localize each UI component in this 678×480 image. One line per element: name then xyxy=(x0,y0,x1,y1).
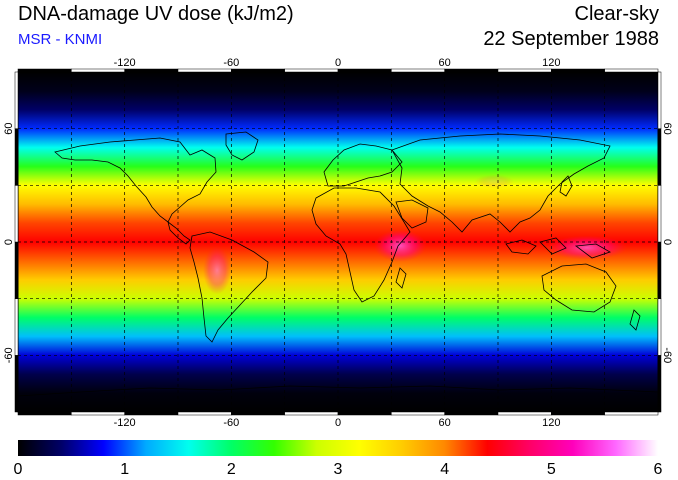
coastline-europe xyxy=(323,143,403,187)
frame-segment xyxy=(444,68,499,73)
colorbar-tick-label: 3 xyxy=(334,461,343,478)
frame-segment xyxy=(124,68,179,73)
frame-segment xyxy=(14,128,19,186)
hotspot-maritime-continent xyxy=(546,235,627,260)
lat-tick-label-left: -60 xyxy=(3,347,15,363)
colorbar-labels: 0 1 2 3 4 5 6 xyxy=(14,461,663,478)
lat-tick-label-right: 60 xyxy=(661,123,673,135)
lon-tick-label-top: -120 xyxy=(114,57,136,69)
colorbar-tick-label: 1 xyxy=(120,461,129,478)
frame-segment xyxy=(231,68,285,73)
date-label: 22 September 1988 xyxy=(483,28,659,50)
frame-segment xyxy=(14,241,19,299)
frame-segment xyxy=(391,411,445,416)
lat-tick-label-right: -60 xyxy=(661,347,673,363)
frame-segment xyxy=(337,411,392,416)
lon-tick-label-top: 120 xyxy=(542,57,560,69)
frame-segment xyxy=(71,68,125,73)
frame-segment xyxy=(657,185,662,243)
lon-tick-label-top: 60 xyxy=(439,57,451,69)
colorbar-tick-label: 2 xyxy=(227,461,236,478)
hotspot-tibetan-plateau xyxy=(474,174,515,189)
frame-segment xyxy=(337,68,392,73)
frame-segment xyxy=(71,411,125,416)
source-label: MSR - KNMI xyxy=(18,31,103,48)
frame-segment xyxy=(657,128,662,186)
frame-segment xyxy=(391,68,445,73)
coastline-antarctica xyxy=(18,385,658,397)
lat-tick-label-left: 0 xyxy=(3,239,15,245)
lon-tick-label-bottom: 0 xyxy=(335,417,341,429)
frame-segment xyxy=(657,241,662,299)
frame-border-bars xyxy=(14,68,662,416)
lon-tick-label-top: 0 xyxy=(335,57,341,69)
lon-tick-label-bottom: 60 xyxy=(439,417,451,429)
frame-segment xyxy=(14,185,19,243)
lon-tick-label-bottom: 120 xyxy=(542,417,560,429)
frame-segment xyxy=(177,411,232,416)
lat-tick-label-right: 0 xyxy=(661,239,673,245)
coastline-africa xyxy=(311,187,411,303)
colorbar-tick-label: 5 xyxy=(547,461,556,478)
coastline-arabia xyxy=(395,199,429,229)
lon-tick-label-top: -60 xyxy=(223,57,239,69)
frame-segment xyxy=(604,68,659,73)
coastline-australia xyxy=(541,263,617,313)
lat-tick-label-left: 60 xyxy=(3,123,15,135)
coastline-asia xyxy=(391,133,611,233)
coastline-north-america xyxy=(54,137,217,223)
frame-segment xyxy=(14,355,19,413)
map-ticks: -120 -120 -60 -60 0 0 60 60 120 120 60 60 0 0 -60 -60 xyxy=(3,57,673,429)
hotspot-east-africa xyxy=(374,229,427,262)
frame-segment xyxy=(14,71,19,129)
coastlines xyxy=(18,131,658,397)
colorbar-tick-label: 6 xyxy=(654,461,663,478)
frame-segment xyxy=(551,411,605,416)
colorbar-tick-label: 0 xyxy=(14,461,23,478)
colorbar xyxy=(18,440,658,456)
coastline-madagascar xyxy=(395,267,407,289)
frame-segment xyxy=(124,411,179,416)
frame-segment xyxy=(231,411,285,416)
frame-segment xyxy=(657,298,662,356)
frame-segment xyxy=(177,68,232,73)
frame-segment xyxy=(657,71,662,129)
frame-segment xyxy=(497,411,552,416)
frame-segment xyxy=(14,298,19,356)
sky-condition-label: Clear-sky xyxy=(574,3,659,25)
coastline-new-zealand xyxy=(629,309,641,331)
graticule xyxy=(18,72,658,412)
hotspot-andes xyxy=(203,246,232,295)
lon-tick-label-bottom: -60 xyxy=(223,417,239,429)
lon-tick-label-bottom: -120 xyxy=(114,417,136,429)
frame-segment xyxy=(444,411,499,416)
frame-segment xyxy=(551,68,605,73)
frame-segment xyxy=(284,68,339,73)
frame-segment xyxy=(497,68,552,73)
map-title: DNA-damage UV dose (kJ/m2) xyxy=(18,3,294,25)
frame-segment xyxy=(17,68,72,73)
coastline-south-america xyxy=(189,231,269,343)
frame-segment xyxy=(657,355,662,413)
coastline-japan xyxy=(559,175,573,197)
coastline-greenland xyxy=(225,131,259,161)
colorbar-tick-label: 4 xyxy=(440,461,449,478)
frame-segment xyxy=(284,411,339,416)
frame-segment xyxy=(17,411,72,416)
coastline-indonesia xyxy=(505,237,611,259)
frame-segment xyxy=(604,411,659,416)
